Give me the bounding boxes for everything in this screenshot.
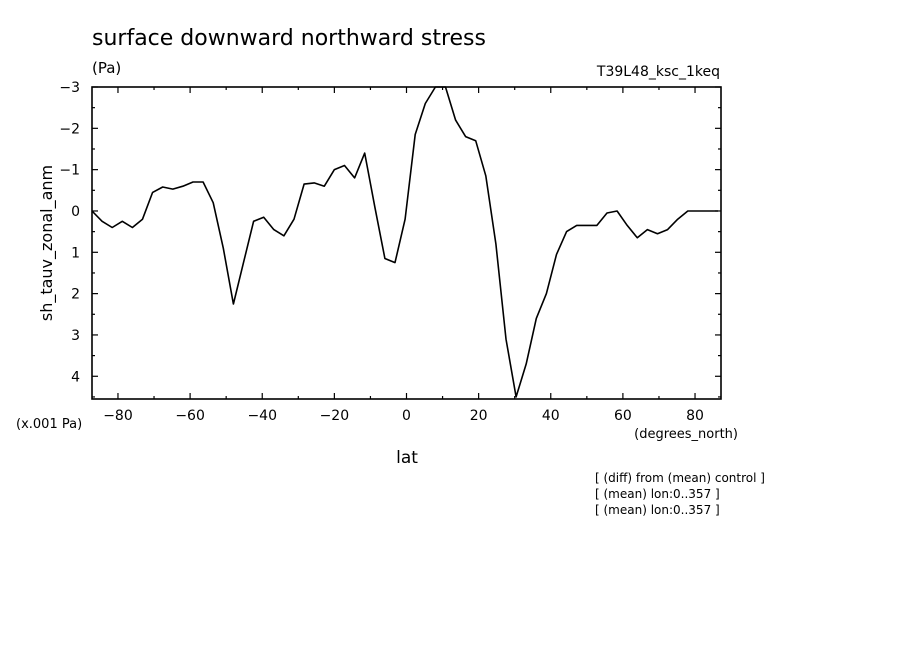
tick-labels: −80 −60 −40 −20 0 20 40 60 80 −3 −2 −1 0 1 2 3 4 <box>59 80 704 424</box>
y-tick-label: 0 <box>71 204 80 220</box>
run-label: T39L48_ksc_1keq <box>596 64 720 80</box>
note-line-2: [ (mean) lon:0..357 ] <box>595 487 720 501</box>
x-tick-label: 40 <box>542 408 560 424</box>
y-tick-label: 3 <box>71 328 80 344</box>
units-label: (Pa) <box>92 59 121 77</box>
y-tick-label: 1 <box>71 245 80 261</box>
x-tick-label: 80 <box>686 408 704 424</box>
note-line-3: [ (mean) lon:0..357 ] <box>595 503 720 517</box>
y-tick-label: 4 <box>71 369 80 385</box>
x-tick-label: 0 <box>402 408 411 424</box>
y-axis-label: sh_tauv_zonal_anm <box>37 165 57 321</box>
x-tick-label: −40 <box>247 408 277 424</box>
y-tick-label: −2 <box>59 121 80 137</box>
plot-frame <box>91 86 722 400</box>
y-tick-label: −3 <box>59 80 80 96</box>
x-tick-label: −20 <box>320 408 350 424</box>
y-scale-label: (x.001 Pa) <box>16 417 82 432</box>
x-axis-label: lat <box>396 448 418 468</box>
x-units-label: (degrees_north) <box>634 427 738 442</box>
axis-ticks <box>92 86 721 399</box>
x-tick-label: 20 <box>470 408 488 424</box>
y-tick-label: −1 <box>59 163 80 179</box>
x-tick-label: 60 <box>614 408 632 424</box>
chart-title: surface downward northward stress <box>92 26 486 51</box>
y-tick-label: 2 <box>71 287 80 303</box>
series-line <box>91 86 719 398</box>
x-tick-label: −60 <box>175 408 205 424</box>
note-line-1: [ (diff) from (mean) control ] <box>595 471 765 485</box>
x-tick-label: −80 <box>103 408 133 424</box>
